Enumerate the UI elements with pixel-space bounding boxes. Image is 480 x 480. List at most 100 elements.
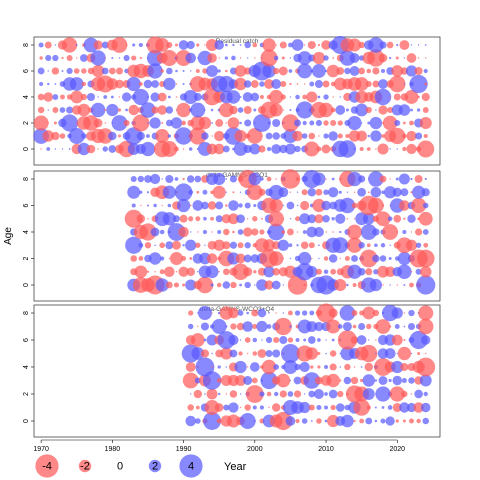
bubble bbox=[391, 307, 403, 319]
bubble bbox=[327, 414, 340, 428]
bubble bbox=[285, 416, 296, 426]
bubble bbox=[282, 204, 284, 207]
bubble bbox=[148, 252, 162, 265]
bubble bbox=[269, 103, 283, 117]
bubble bbox=[239, 406, 242, 409]
bubble bbox=[411, 197, 427, 214]
bubble bbox=[410, 352, 413, 355]
bubble bbox=[407, 322, 416, 331]
y-tick-label: 2 bbox=[23, 121, 30, 125]
bubble bbox=[212, 185, 226, 199]
bubble bbox=[422, 417, 430, 425]
bubble bbox=[273, 67, 280, 75]
bubble bbox=[296, 83, 299, 85]
bubble bbox=[301, 418, 308, 424]
bubble bbox=[246, 352, 249, 355]
bubble bbox=[295, 216, 301, 222]
bubble bbox=[260, 49, 278, 67]
bubble bbox=[68, 127, 85, 145]
bubble bbox=[313, 389, 324, 399]
bubble bbox=[397, 264, 412, 279]
bubble bbox=[389, 284, 391, 286]
bubble bbox=[330, 107, 336, 113]
bubble bbox=[355, 103, 369, 117]
bubble bbox=[66, 67, 73, 75]
bubble bbox=[228, 307, 239, 319]
bubble bbox=[316, 146, 322, 152]
bubble bbox=[39, 56, 43, 60]
bubble bbox=[392, 187, 402, 197]
bubble bbox=[318, 257, 320, 260]
bubble bbox=[303, 338, 307, 342]
bubble bbox=[296, 191, 299, 193]
bubble bbox=[239, 413, 256, 429]
bubble bbox=[203, 412, 222, 430]
bubble bbox=[200, 349, 210, 358]
bubble bbox=[196, 43, 200, 47]
bubble bbox=[310, 365, 314, 369]
bubble bbox=[280, 344, 300, 363]
bubble bbox=[182, 70, 185, 72]
bubble bbox=[406, 143, 417, 155]
bubble bbox=[299, 213, 311, 225]
bubble bbox=[147, 122, 149, 124]
bubble bbox=[275, 44, 277, 46]
bubble bbox=[91, 64, 105, 78]
bubble bbox=[322, 214, 330, 223]
bubble bbox=[182, 82, 185, 86]
bubble bbox=[229, 349, 238, 358]
bubble bbox=[216, 282, 222, 288]
bubble bbox=[174, 127, 193, 145]
bubble bbox=[423, 242, 429, 248]
bubble bbox=[153, 203, 157, 208]
bubble bbox=[417, 95, 420, 99]
bubble bbox=[339, 96, 341, 98]
bubble bbox=[294, 145, 301, 153]
bubble bbox=[243, 227, 253, 237]
bubble bbox=[289, 325, 292, 328]
bubble bbox=[382, 115, 398, 131]
bubble bbox=[360, 224, 377, 240]
bubble bbox=[37, 67, 45, 75]
bubble bbox=[118, 57, 121, 59]
bubble bbox=[189, 127, 207, 145]
bubble bbox=[125, 236, 143, 254]
bubble bbox=[394, 324, 400, 329]
bubble bbox=[357, 187, 366, 197]
bubble bbox=[346, 217, 349, 220]
bubble bbox=[232, 191, 235, 194]
bubble bbox=[279, 335, 288, 345]
bubble bbox=[185, 52, 196, 64]
bubble bbox=[280, 94, 286, 100]
bubble bbox=[46, 147, 51, 151]
bubble bbox=[131, 203, 136, 208]
bubble bbox=[267, 223, 285, 241]
bubble bbox=[104, 109, 107, 111]
bubble bbox=[292, 130, 303, 142]
bubble bbox=[127, 185, 141, 199]
bubble bbox=[375, 211, 391, 227]
bubble bbox=[424, 82, 428, 86]
bubble bbox=[372, 309, 380, 317]
y-tick-label: 4 bbox=[23, 230, 30, 234]
bubble bbox=[296, 204, 299, 207]
bubble bbox=[351, 255, 358, 262]
bubble bbox=[332, 231, 334, 233]
bubble bbox=[140, 204, 142, 207]
bubble bbox=[273, 364, 280, 370]
bubble bbox=[318, 135, 320, 137]
bubble bbox=[248, 172, 262, 186]
bubble bbox=[185, 362, 196, 372]
y-tick-label: 0 bbox=[23, 147, 30, 151]
bubble bbox=[225, 191, 228, 193]
bubble bbox=[323, 55, 329, 61]
bubble bbox=[124, 209, 143, 228]
bubble bbox=[243, 106, 252, 114]
bubble bbox=[294, 119, 301, 127]
bubble bbox=[237, 107, 244, 113]
bubble bbox=[406, 402, 417, 413]
bubble bbox=[146, 191, 150, 194]
bubble bbox=[264, 79, 274, 89]
bubble bbox=[282, 109, 284, 111]
bubble bbox=[110, 95, 114, 99]
